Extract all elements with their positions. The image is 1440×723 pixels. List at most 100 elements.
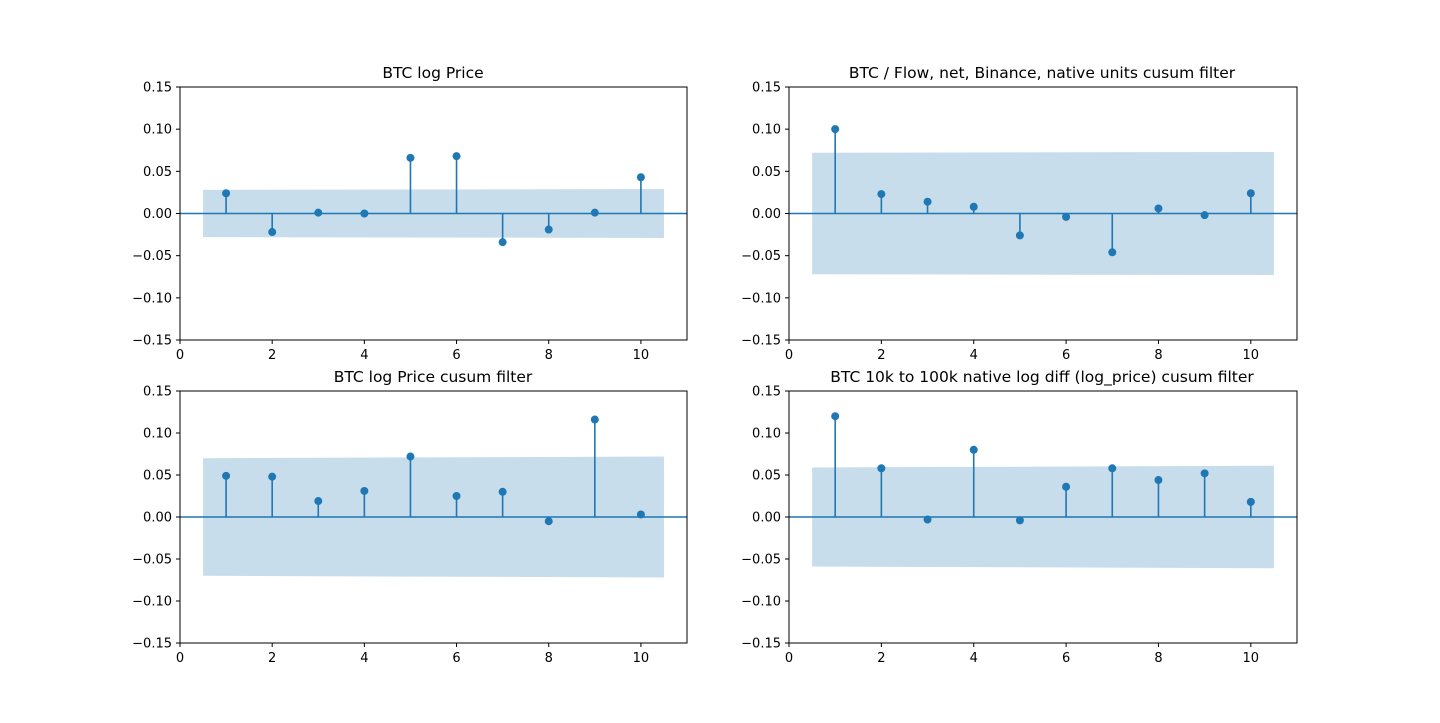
x-tick-label: 2: [877, 651, 885, 666]
subplot-1-plot: 0 2 4 6 8 10 0.15 0.10 0.05 0.00 −0.05 −0.10 −0.15: [132, 81, 688, 363]
x-tick-label: 10: [633, 651, 650, 666]
y-tick-label: −0.15: [741, 334, 781, 349]
subplot-2-plot: 0 2 4 6 8 10 0.15 0.10 0.05 0.00 −0.05 −0.10 −0.15: [741, 81, 1298, 363]
y-tick-label: −0.10: [132, 291, 172, 306]
x-tick-label: 8: [1154, 348, 1162, 363]
x-tick-label: 4: [970, 651, 978, 666]
data-point: [1154, 476, 1163, 485]
y-tick-label: −0.15: [132, 334, 172, 349]
subplot-4: BTC 10k to 100k native log diff (log_pri…: [741, 368, 1298, 666]
y-tick-label: −0.05: [741, 553, 781, 568]
x-tick-label: 6: [452, 651, 460, 666]
data-point: [1062, 482, 1071, 491]
y-tick-label: −0.05: [132, 553, 172, 568]
data-point: [498, 238, 507, 247]
data-point: [222, 471, 231, 480]
subplot-4-plot: 0 2 4 6 8 10 0.15 0.10 0.05 0.00 −0.05 −0.10 −0.15: [741, 385, 1298, 666]
data-point: [544, 517, 553, 526]
data-point: [498, 487, 507, 496]
data-point: [268, 472, 277, 481]
x-tick-label: 8: [1154, 651, 1162, 666]
subplot-1: BTC log Price 0 2 4 6 8 10 0.15 0.10 0.05 0.00 −0.…: [132, 64, 688, 363]
y-tick-label: 0.05: [752, 469, 781, 484]
data-point: [590, 415, 599, 424]
data-point: [1108, 248, 1117, 257]
x-tick-label: 8: [545, 348, 553, 363]
y-tick-label: 0.10: [752, 123, 781, 138]
y-tick-label: 0.05: [143, 165, 172, 180]
data-point: [969, 445, 978, 454]
x-tick-label: 10: [1243, 348, 1260, 363]
data-point: [314, 497, 323, 506]
y-tick-label: −0.05: [741, 249, 781, 264]
y-tick-label: 0.15: [752, 385, 781, 400]
y-tick-label: −0.10: [741, 291, 781, 306]
x-tick-label: 0: [176, 348, 184, 363]
data-point: [1015, 516, 1024, 525]
data-point: [360, 209, 369, 218]
x-tick-label: 8: [545, 651, 553, 666]
x-tick-label: 2: [877, 348, 885, 363]
x-tick-label: 2: [268, 348, 276, 363]
data-point: [452, 492, 461, 500]
data-point: [831, 125, 840, 134]
data-point: [1108, 464, 1117, 473]
subplot-3-plot: 0 2 4 6 8 10 0.15 0.10 0.05 0.00 −0.05 −0.10 −0.15: [132, 385, 688, 666]
y-tick-label: −0.10: [741, 595, 781, 610]
y-tick-label: 0.10: [143, 123, 172, 138]
y-tick-label: 0.10: [752, 427, 781, 442]
y-tick-label: 0.10: [143, 427, 172, 442]
y-tick-label: −0.05: [132, 249, 172, 264]
data-point: [1154, 204, 1163, 213]
data-point: [636, 510, 645, 519]
x-tick-label: 2: [268, 651, 276, 666]
y-tick-label: 0.00: [143, 511, 172, 526]
data-point: [360, 486, 369, 495]
y-tick-label: −0.15: [741, 637, 781, 652]
data-point: [1062, 212, 1071, 221]
x-tick-label: 0: [785, 348, 793, 363]
data-point: [452, 152, 461, 161]
subplot-3: BTC log Price cusum filter 0 2 4 6 8 10 0.15 0.…: [132, 368, 688, 666]
data-point: [314, 208, 323, 217]
subplot-3-title: BTC log Price cusum filter: [334, 368, 533, 386]
y-tick-label: 0.15: [143, 81, 172, 96]
data-point: [923, 515, 932, 524]
y-tick-label: −0.15: [132, 637, 172, 652]
data-point: [544, 225, 553, 234]
x-tick-label: 0: [785, 651, 793, 666]
x-tick-label: 0: [176, 651, 184, 666]
data-point: [831, 412, 840, 421]
y-tick-label: 0.00: [752, 511, 781, 526]
subplot-1-title: BTC log Price: [382, 64, 483, 82]
data-point: [406, 452, 415, 461]
x-tick-label: 4: [970, 348, 978, 363]
subplot-2: BTC / Flow, net, Binance, native units c…: [741, 64, 1298, 363]
data-point: [406, 153, 415, 162]
x-tick-label: 6: [1062, 348, 1070, 363]
data-point: [877, 190, 886, 199]
data-point: [877, 464, 886, 473]
y-tick-label: 0.15: [143, 385, 172, 400]
y-tick-label: 0.05: [143, 469, 172, 484]
data-point: [1200, 211, 1209, 220]
y-tick-label: 0.05: [752, 165, 781, 180]
x-tick-label: 6: [452, 348, 460, 363]
data-point: [590, 208, 599, 217]
y-tick-label: 0.00: [752, 207, 781, 222]
x-tick-label: 10: [1243, 651, 1260, 666]
data-point: [1246, 497, 1255, 506]
data-point: [1200, 469, 1209, 478]
data-point: [636, 173, 645, 182]
data-point: [268, 228, 277, 237]
x-tick-label: 4: [360, 651, 368, 666]
x-tick-label: 4: [360, 348, 368, 363]
y-tick-label: 0.15: [752, 81, 781, 96]
y-tick-label: −0.10: [132, 595, 172, 610]
data-point: [1246, 189, 1255, 198]
subplot-4-title: BTC 10k to 100k native log diff (log_pri…: [830, 368, 1254, 387]
subplot-2-title: BTC / Flow, net, Binance, native units c…: [849, 64, 1236, 82]
x-tick-label: 10: [633, 348, 650, 363]
